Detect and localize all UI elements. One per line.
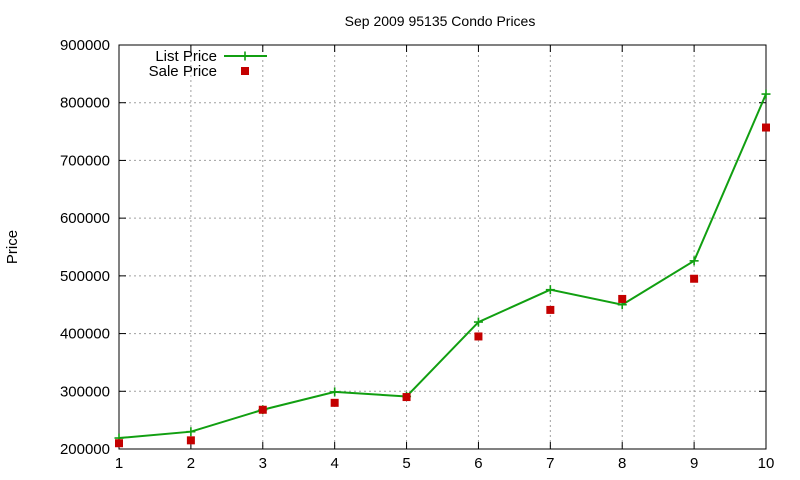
x-tick-label: 9: [690, 455, 698, 472]
series-1: [115, 123, 770, 448]
x-tick-label: 10: [758, 455, 775, 472]
chart-title: Sep 2009 95135 Condo Prices: [345, 13, 536, 29]
x-tick-label: 6: [474, 455, 482, 472]
series-line: [118, 93, 767, 440]
legend-marker: [240, 51, 250, 61]
data-point: [258, 405, 267, 414]
y-tick-label: 800000: [60, 95, 110, 112]
series-0: [114, 89, 771, 443]
y-tick-label: 700000: [60, 152, 110, 169]
data-point: [330, 387, 340, 397]
legend-label: Sale Price: [149, 63, 217, 80]
legend-item: Sale Price: [149, 63, 249, 80]
data-point: [761, 89, 771, 99]
data-point: [186, 436, 195, 445]
data-point: [186, 427, 196, 437]
data-point: [474, 332, 483, 341]
data-point: [545, 285, 555, 295]
grid: [119, 45, 766, 449]
y-tick-label: 500000: [60, 268, 110, 285]
tick-labels: 200000 300000 400000 500000 600000 700000 8000…: [60, 37, 774, 472]
x-tick-label: 8: [618, 455, 626, 472]
y-tick-label: 600000: [60, 210, 110, 227]
legend-marker: [241, 67, 249, 75]
x-tick-label: 5: [402, 455, 410, 472]
y-tick-label: 400000: [60, 326, 110, 343]
axes: [118, 44, 767, 450]
data-point: [330, 398, 339, 407]
data-point: [115, 439, 123, 448]
data-point: [402, 393, 411, 402]
legend-label: List Price: [155, 48, 217, 65]
x-tick-label: 1: [115, 455, 123, 472]
x-tick-label: 4: [330, 455, 338, 472]
x-tick-label: 7: [546, 455, 554, 472]
x-tick-label: 3: [259, 455, 267, 472]
y-tick-label: 200000: [60, 441, 110, 458]
data-point: [473, 317, 483, 327]
data-point: [762, 123, 770, 132]
y-tick-label: 900000: [60, 37, 110, 54]
data-point: [618, 294, 627, 303]
y-axis-label: Price: [4, 230, 21, 264]
series: [114, 89, 771, 448]
data-point: [689, 256, 699, 266]
data-point: [546, 305, 555, 314]
plot-border: [118, 44, 767, 450]
data-point: [690, 274, 699, 283]
legend-item: List Price: [155, 48, 267, 65]
x-tick-label: 2: [187, 455, 195, 472]
y-tick-label: 300000: [60, 383, 110, 400]
